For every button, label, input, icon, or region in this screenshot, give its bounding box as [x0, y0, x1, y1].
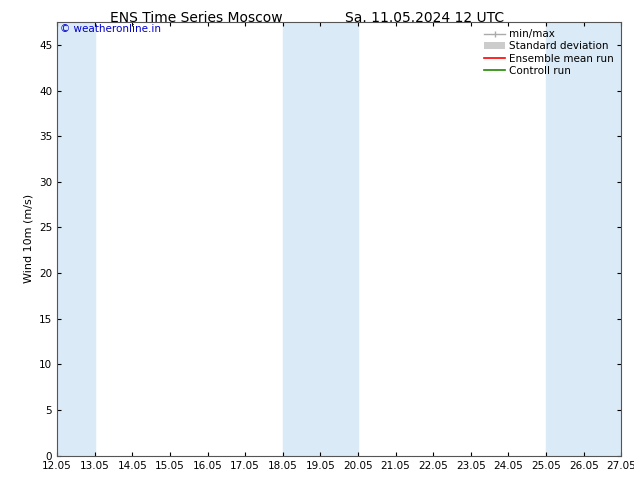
Bar — [546, 22, 621, 456]
Text: ENS Time Series Moscow: ENS Time Series Moscow — [110, 11, 283, 25]
Bar — [283, 22, 358, 456]
Y-axis label: Wind 10m (m/s): Wind 10m (m/s) — [23, 195, 34, 283]
Legend: min/max, Standard deviation, Ensemble mean run, Controll run: min/max, Standard deviation, Ensemble me… — [482, 27, 616, 78]
Bar — [57, 22, 94, 456]
Text: © weatheronline.in: © weatheronline.in — [60, 24, 161, 34]
Text: Sa. 11.05.2024 12 UTC: Sa. 11.05.2024 12 UTC — [346, 11, 504, 25]
